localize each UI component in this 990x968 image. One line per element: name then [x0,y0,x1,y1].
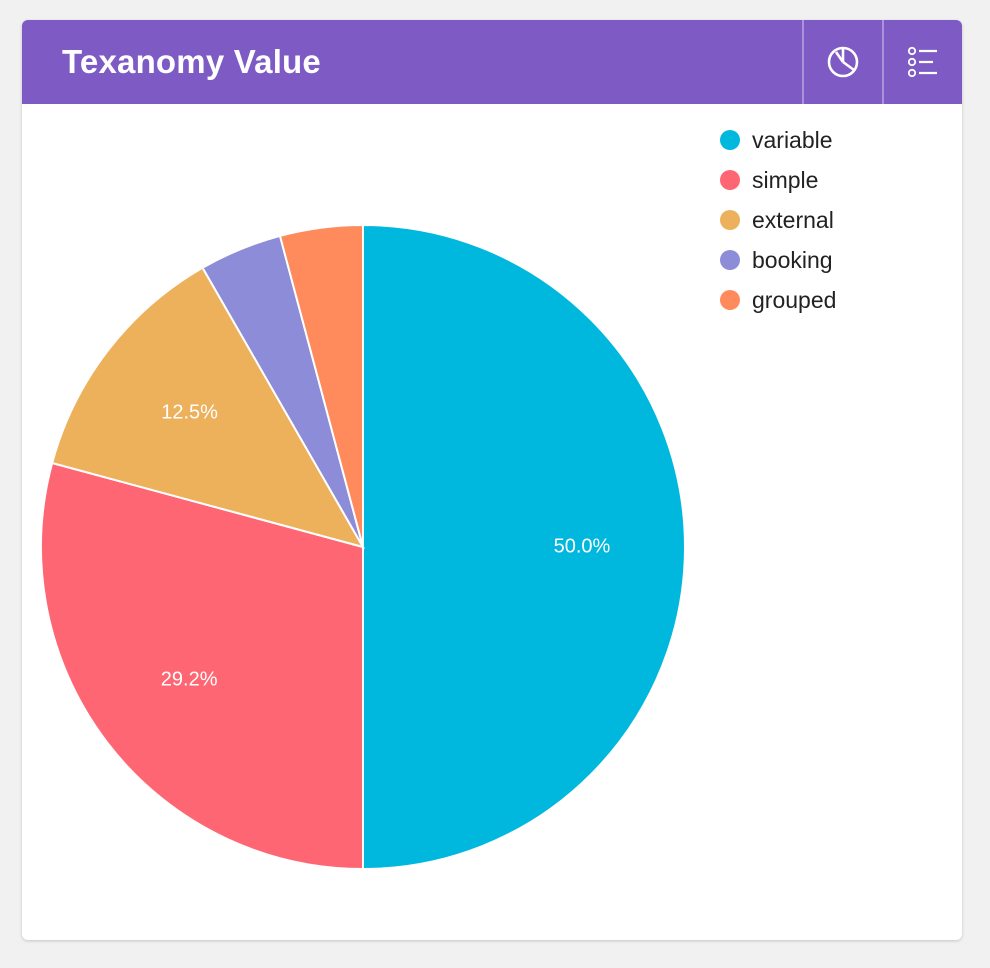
legend-label: booking [752,246,833,273]
list-options-icon [907,46,937,78]
pie-slice-external[interactable] [50,266,366,549]
legend-item-simple[interactable]: simple [720,160,836,200]
legend-item-booking[interactable]: booking [720,240,836,280]
legend-label: grouped [752,286,837,313]
legend-label: simple [752,166,819,193]
taxonomy-value-card: Texanomy Value 50.0% 29.2% 12.5% variable s… [22,20,962,940]
slice-label-simple: 29.2% [161,668,218,690]
card-header: Texanomy Value [22,20,962,104]
legend-marker [720,210,740,230]
pie-chart: 50.0% 29.2% 12.5% [40,223,686,871]
chart-type-button[interactable] [802,20,882,104]
card-title: Texanomy Value [62,43,321,80]
pie-chart-icon [827,46,859,78]
slice-label-external: 12.5% [161,402,218,424]
legend-label: variable [752,126,833,153]
pie-slice-variable[interactable] [362,223,686,871]
legend-marker [720,290,740,310]
legend-item-grouped[interactable]: grouped [720,280,836,320]
legend-item-external[interactable]: external [720,200,836,240]
list-view-button[interactable] [882,20,962,104]
chart-area: 50.0% 29.2% 12.5% variable simple external bo… [22,104,962,940]
chart-legend: variable simple external booking grouped [720,120,836,320]
slice-label-variable: 50.0% [554,535,611,557]
pie-slice-simple[interactable] [40,461,364,871]
legend-marker [720,130,740,150]
pie-slice-grouped[interactable] [278,223,364,548]
legend-marker [720,170,740,190]
legend-item-variable[interactable]: variable [720,120,836,160]
legend-marker [720,250,740,270]
legend-label: external [752,206,834,233]
